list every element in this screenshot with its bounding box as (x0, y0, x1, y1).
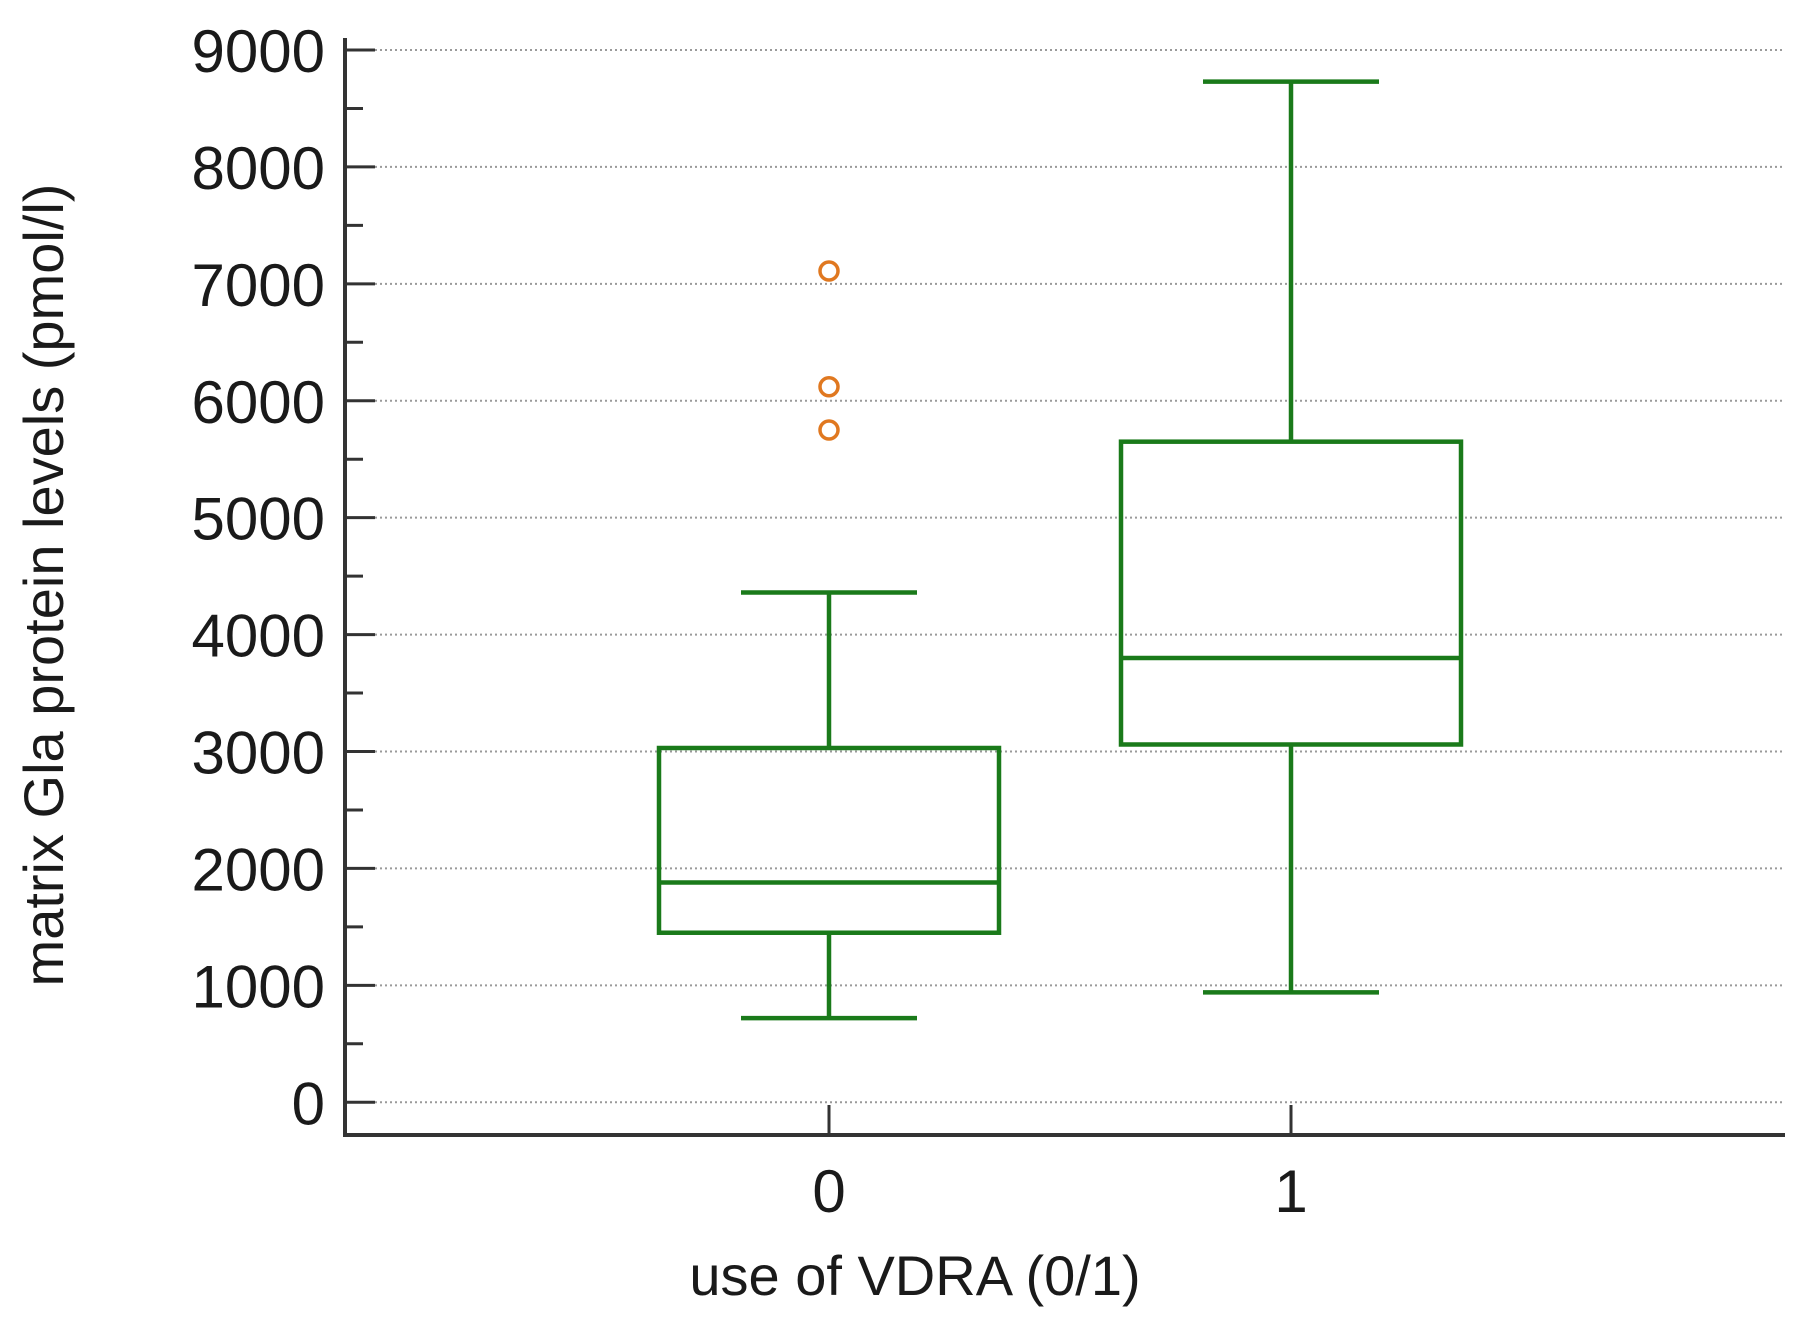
iqr-box-1 (1118, 439, 1464, 747)
gridlines (355, 49, 1785, 1104)
box-group-1 (1118, 79, 1464, 995)
y-tick-label-7000: 7000 (192, 252, 325, 319)
y-tick-label-8000: 8000 (192, 135, 325, 202)
x-axis-title: use of VDRA (0/1) (689, 1244, 1140, 1307)
y-tick-label-6000: 6000 (192, 369, 325, 436)
x-tick-label-0: 0 (812, 1158, 845, 1225)
y-tick-label-3000: 3000 (192, 720, 325, 787)
outlier-point-0-1 (818, 375, 840, 398)
boxes (656, 79, 1464, 1021)
y-tick-label-9000: 9000 (192, 18, 325, 85)
y-tick-label-1000: 1000 (192, 953, 325, 1020)
y-tick-label-2000: 2000 (192, 836, 325, 903)
outliers (818, 260, 840, 441)
x-tick-label-1: 1 (1274, 1158, 1307, 1225)
outlier-point-0-2 (818, 260, 840, 282)
iqr-box-0 (656, 745, 1002, 935)
y-tick-label-0: 0 (292, 1070, 325, 1137)
y-tick-label-4000: 4000 (192, 603, 325, 670)
y-tick-label-5000: 5000 (192, 486, 325, 553)
outlier-point-0-0 (818, 419, 840, 441)
y-axis-title: matrix Gla protein levels (pmol/l) (12, 184, 75, 987)
box-group-0 (656, 590, 1002, 1021)
axes: 0 1000 2000 3000 4000 5000 6000 7000 8000 9000 0 1 (192, 18, 1785, 1225)
